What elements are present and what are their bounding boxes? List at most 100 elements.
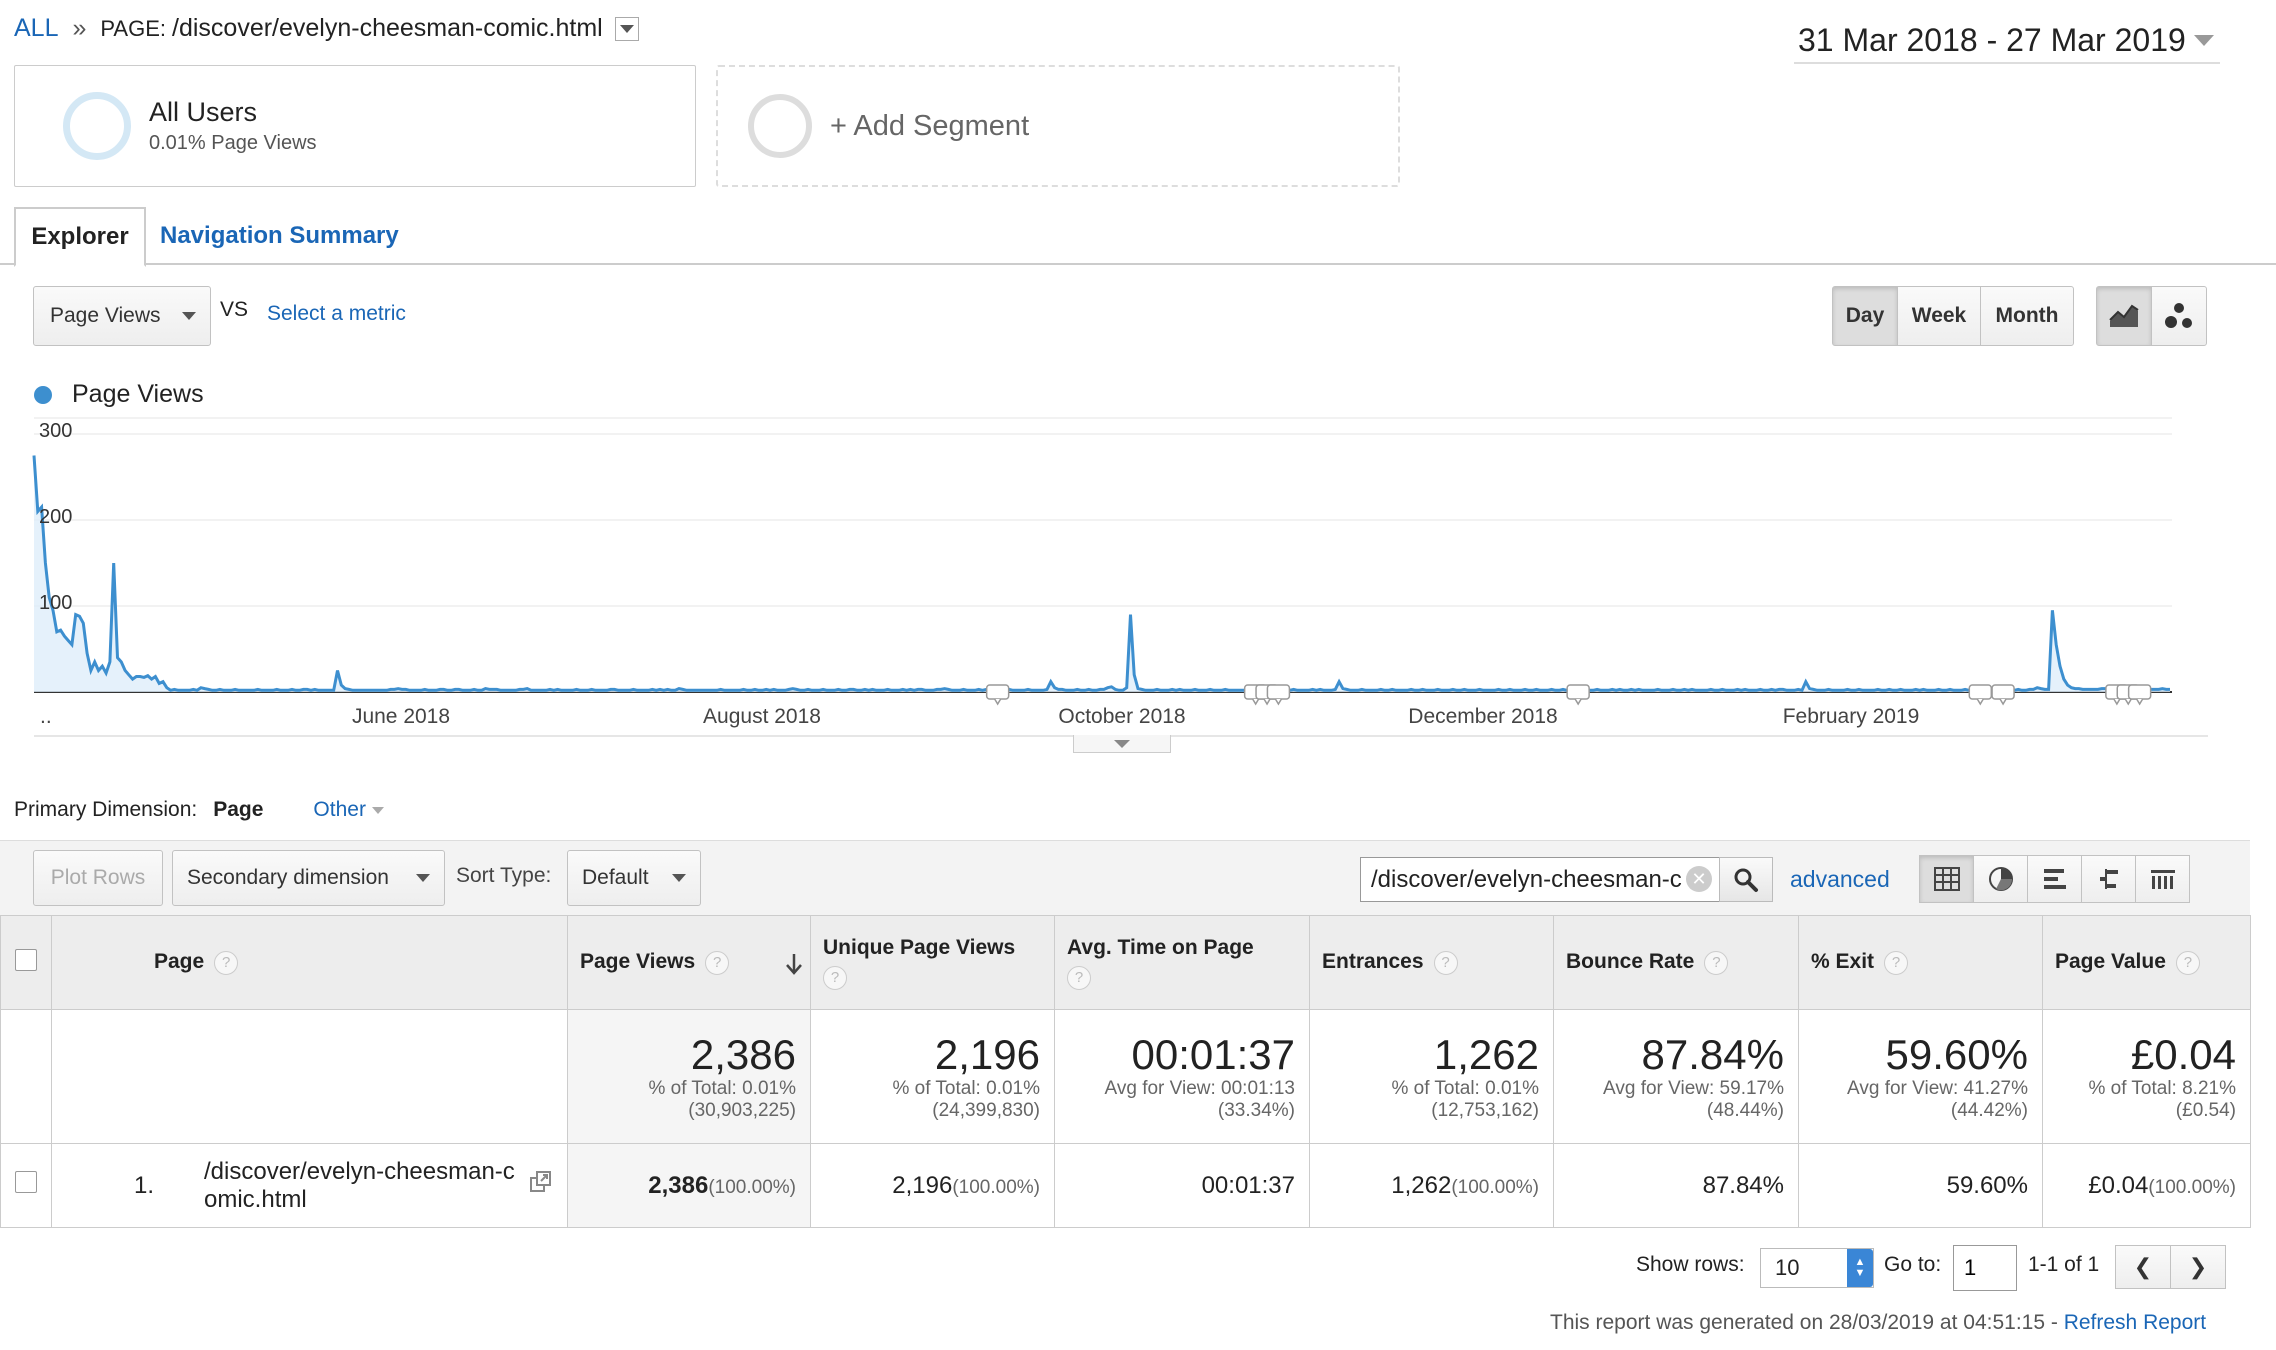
clear-search-icon[interactable]: ✕ <box>1686 866 1712 892</box>
motion-chart-button[interactable] <box>2151 286 2207 346</box>
chevron-down-icon <box>371 806 384 814</box>
primary-dimension: Primary Dimension: Page Other <box>14 798 384 822</box>
select-metric-link[interactable]: Select a metric <box>267 302 406 325</box>
total-entrances: 1,262% of Total: 0.01% (12,753,162) <box>1309 1009 1554 1144</box>
metric-select-label: Page Views <box>50 304 161 327</box>
row-unique-page-views: 2,196(100.00%) <box>810 1143 1055 1228</box>
chevron-down-icon <box>1114 739 1130 748</box>
row-checkbox[interactable] <box>15 1171 37 1193</box>
table-search-input[interactable] <box>1360 857 1720 902</box>
week-button[interactable]: Week <box>1897 286 1981 346</box>
header-page-views[interactable]: Page Views? <box>567 915 811 1010</box>
segment-ring-icon <box>748 94 812 158</box>
refresh-report-link[interactable]: Refresh Report <box>2063 1311 2207 1334</box>
total-page-value: £0.04% of Total: 8.21% (£0.54) <box>2042 1009 2251 1144</box>
x-tick-label: .. <box>40 705 52 728</box>
show-rows-select[interactable]: 10 ▲ ▼ <box>1760 1248 1874 1288</box>
header-exit-label: % Exit <box>1811 950 1875 974</box>
vs-label: VS <box>220 298 249 321</box>
segment-ring-icon <box>63 92 131 160</box>
y-tick-label: 200 <box>39 506 72 528</box>
previous-page-button[interactable]: ❮ <box>2115 1245 2171 1289</box>
breadcrumb-separator: » <box>72 14 87 42</box>
chevron-down-icon <box>619 24 634 33</box>
chart-y-ticks: 300 200 100 <box>39 420 72 614</box>
sort-type-select[interactable]: Default <box>567 850 701 906</box>
total-avg-time: 00:01:37 Avg for View: 00:01:13 (33.34%) <box>1054 1009 1310 1144</box>
primary-dimension-page[interactable]: Page <box>213 798 264 821</box>
date-range-picker[interactable]: 31 Mar 2018 - 27 Mar 2019 <box>1794 18 2220 64</box>
header-bounce-rate[interactable]: Bounce Rate? <box>1553 915 1799 1010</box>
pivot-view-button[interactable] <box>2135 855 2190 903</box>
annotation-marker-icon <box>1991 684 2015 706</box>
page-views-chart[interactable]: 300 200 100 .. June 2018 August 2018 October … <box>0 410 2276 740</box>
sort-type-label: Sort Type: <box>456 864 552 887</box>
search-icon <box>1734 868 1758 892</box>
report-generated-note: This report was generated on 28/03/2019 … <box>1550 1311 2206 1335</box>
header-unique-page-views[interactable]: Unique Page Views? <box>810 915 1055 1010</box>
x-tick-label: December 2018 <box>1408 705 1557 728</box>
search-button[interactable] <box>1719 857 1773 902</box>
line-chart-button[interactable] <box>2096 286 2152 346</box>
totals-row: 2,386% of Total: 0.01% (30,903,225) 2,196… <box>0 1009 2251 1144</box>
open-external-icon[interactable] <box>529 1170 553 1201</box>
help-icon[interactable]: ? <box>214 950 239 975</box>
header-page[interactable]: Page? <box>51 915 568 1010</box>
motion-chart-icon <box>2165 303 2192 328</box>
comparison-icon <box>2099 869 2118 889</box>
table-view-button[interactable] <box>1919 855 1974 903</box>
plot-rows-button[interactable]: Plot Rows <box>33 850 163 906</box>
chart-legend: Page Views <box>34 380 204 409</box>
chevron-down-icon <box>672 874 686 882</box>
header-entrances[interactable]: Entrances? <box>1309 915 1554 1010</box>
header-avg-time[interactable]: Avg. Time on Page? <box>1054 915 1310 1010</box>
header-exit[interactable]: % Exit? <box>1798 915 2043 1010</box>
x-tick-label: June 2018 <box>352 705 450 728</box>
row-bounce-rate: 87.84% <box>1553 1143 1799 1228</box>
performance-view-button[interactable] <box>2027 855 2082 903</box>
header-bounce-rate-label: Bounce Rate <box>1566 950 1695 974</box>
primary-dimension-other-label: Other <box>313 798 366 821</box>
row-avg-time: 00:01:37 <box>1054 1143 1310 1228</box>
breadcrumb-all-link[interactable]: ALL <box>14 14 59 42</box>
add-segment-button[interactable]: + Add Segment <box>716 65 1400 187</box>
help-icon[interactable]: ? <box>823 965 847 990</box>
segment-all-users[interactable]: All Users 0.01% Page Views <box>14 65 696 187</box>
chart-collapse-button[interactable] <box>1073 735 1171 753</box>
total-exit: 59.60% Avg for View: 41.27% (44.42%) <box>1798 1009 2043 1144</box>
data-table: Page? Page Views? Unique Page Views? Avg… <box>0 915 2251 1228</box>
select-all-checkbox[interactable] <box>15 948 37 971</box>
breadcrumb: ALL » PAGE: /discover/evelyn-cheesman-co… <box>14 14 639 43</box>
help-icon[interactable]: ? <box>2175 950 2200 975</box>
goto-page-input[interactable] <box>1953 1245 2017 1291</box>
help-icon[interactable]: ? <box>1884 950 1909 975</box>
metric-select[interactable]: Page Views <box>33 286 211 346</box>
tab-explorer[interactable]: Explorer <box>14 207 146 267</box>
breadcrumb-dropdown-button[interactable] <box>614 16 639 41</box>
chart-x-ticks: .. June 2018 August 2018 October 2018 Decemb… <box>40 705 1919 728</box>
line-chart-icon <box>2109 304 2139 327</box>
pagination-range: 1-1 of 1 <box>2028 1253 2100 1276</box>
help-icon[interactable]: ? <box>1704 950 1729 975</box>
help-icon[interactable]: ? <box>705 950 730 975</box>
advanced-filter-link[interactable]: advanced <box>1790 866 1890 892</box>
help-icon[interactable]: ? <box>1433 950 1458 975</box>
chevron-left-icon: ❮ <box>2133 1254 2153 1279</box>
primary-dimension-label: Primary Dimension: <box>14 798 198 821</box>
header-page-value[interactable]: Page Value? <box>2042 915 2251 1010</box>
comparison-view-button[interactable] <box>2081 855 2136 903</box>
report-tabs: Explorer Navigation Summary <box>0 207 2276 267</box>
add-segment-label: + Add Segment <box>830 109 1030 142</box>
month-button[interactable]: Month <box>1980 286 2074 346</box>
percentage-view-button[interactable] <box>1973 855 2028 903</box>
primary-dimension-other[interactable]: Other <box>313 798 384 822</box>
pie-chart-icon <box>1988 867 2013 891</box>
date-range-label: 31 Mar 2018 - 27 Mar 2019 <box>1798 21 2186 58</box>
annotation-marker-icon <box>2127 684 2152 706</box>
row-page-link[interactable]: /discover/evelyn-cheesman-comic.html <box>204 1157 515 1213</box>
day-button[interactable]: Day <box>1832 286 1898 346</box>
next-page-button[interactable]: ❯ <box>2170 1245 2226 1289</box>
help-icon[interactable]: ? <box>1067 965 1091 990</box>
tab-navigation-summary[interactable]: Navigation Summary <box>160 222 399 249</box>
secondary-dimension-select[interactable]: Secondary dimension <box>172 850 445 906</box>
